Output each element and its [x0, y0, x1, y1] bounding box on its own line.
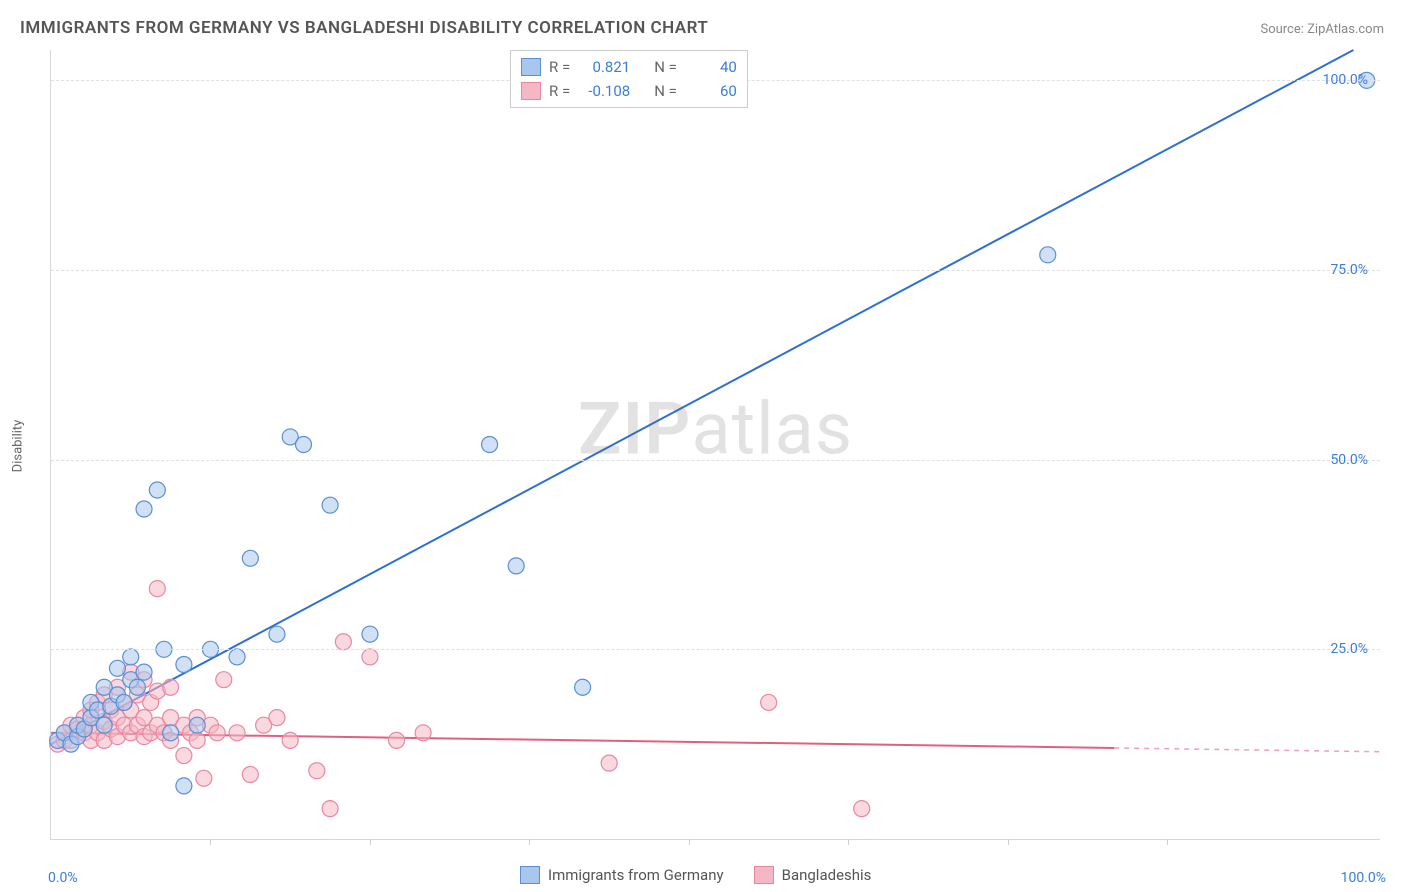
- x-tick-100: 100.0%: [1341, 870, 1386, 886]
- source-attribution: Source: ZipAtlas.com: [1260, 22, 1384, 37]
- y-tick-75: 75.0%: [1330, 262, 1368, 278]
- n-value-germany: 40: [685, 55, 737, 79]
- y-axis-label: Disability: [11, 420, 26, 473]
- chart-title: IMMIGRANTS FROM GERMANY VS BANGLADESHI D…: [20, 18, 708, 38]
- legend-item-bangladeshi: Bangladeshis: [754, 866, 872, 884]
- bottom-legend: Immigrants from Germany Bangladeshis: [520, 866, 871, 884]
- y-tick-50: 50.0%: [1330, 452, 1368, 468]
- plot-area: ZIPatlas 25.0%50.0%75.0%100.0%: [50, 50, 1380, 840]
- swatch-germany-icon: [520, 866, 540, 884]
- swatch-germany: [521, 58, 541, 76]
- n-label: N =: [654, 79, 677, 103]
- r-label: R =: [549, 55, 570, 79]
- swatch-bangladeshi: [521, 82, 541, 100]
- chart-svg: [51, 50, 1380, 839]
- legend-label-germany: Immigrants from Germany: [548, 866, 724, 884]
- n-label: N =: [654, 55, 677, 79]
- y-tick-100: 100.0%: [1323, 72, 1368, 88]
- y-tick-25: 25.0%: [1330, 641, 1368, 657]
- legend-item-germany: Immigrants from Germany: [520, 866, 724, 884]
- legend-label-bangladeshi: Bangladeshis: [782, 866, 872, 884]
- stat-row-bangladeshi: R = -0.108 N = 60: [521, 79, 737, 103]
- r-label: R =: [549, 79, 570, 103]
- correlation-stat-box: R = 0.821 N = 40 R = -0.108 N = 60: [510, 50, 748, 108]
- r-value-bangladeshi: -0.108: [578, 79, 630, 103]
- x-tick-0: 0.0%: [48, 870, 78, 886]
- stat-row-germany: R = 0.821 N = 40: [521, 55, 737, 79]
- swatch-bangladeshi-icon: [754, 866, 774, 884]
- n-value-bangladeshi: 60: [685, 79, 737, 103]
- r-value-germany: 0.821: [578, 55, 630, 79]
